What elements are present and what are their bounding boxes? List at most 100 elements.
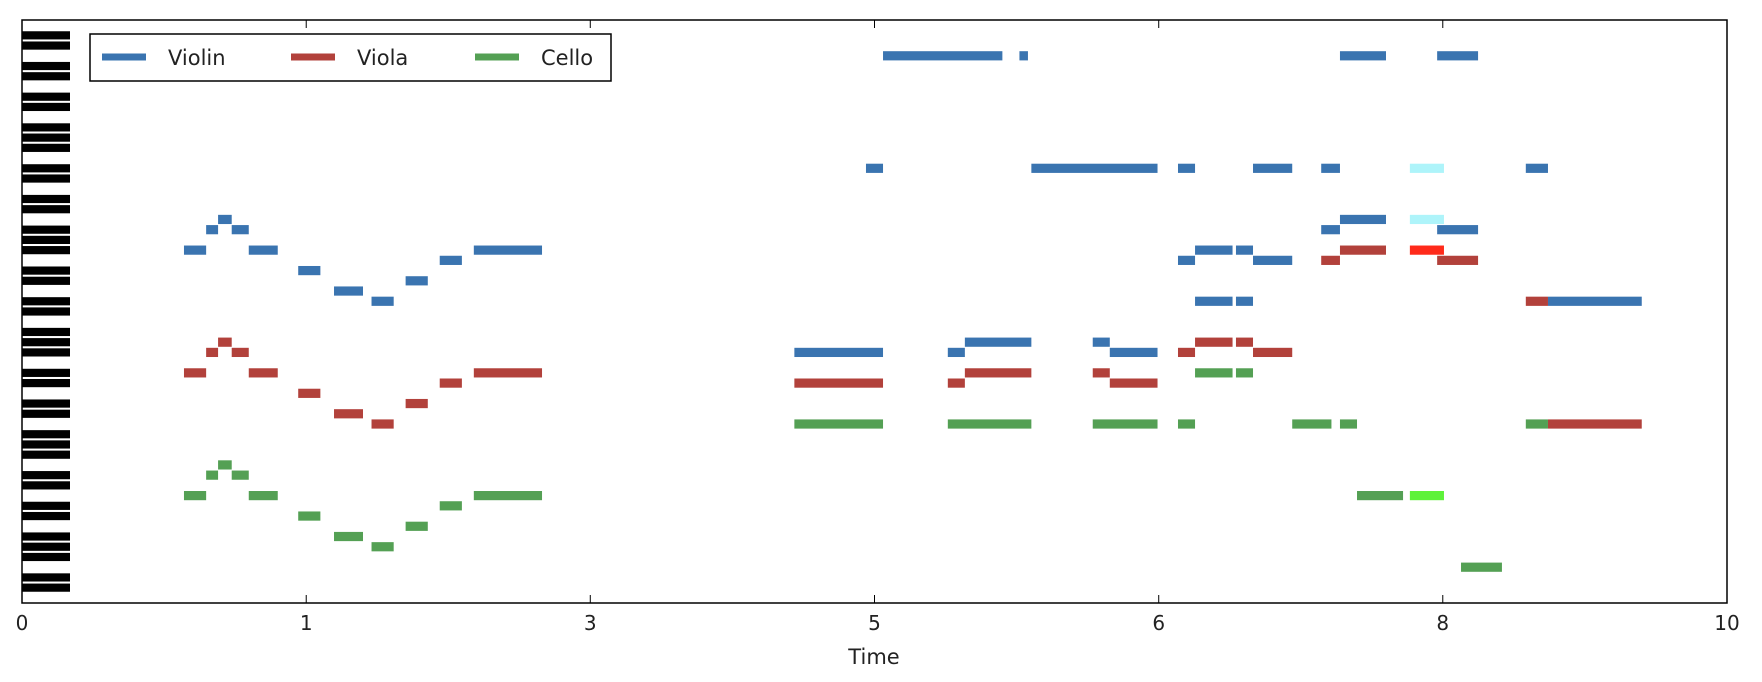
cello-note bbox=[439, 501, 462, 511]
cello-note bbox=[1195, 368, 1233, 378]
cello-note bbox=[231, 470, 249, 480]
cello-note bbox=[206, 470, 219, 480]
violin-note bbox=[964, 337, 1032, 347]
keyboard-black-key bbox=[22, 399, 70, 408]
legend-box bbox=[89, 33, 612, 82]
cello-note bbox=[794, 419, 884, 429]
x-tick-label: 8 bbox=[1436, 611, 1449, 635]
keyboard-black-key bbox=[22, 409, 70, 418]
violin-note bbox=[1177, 163, 1196, 173]
keyboard-black-key bbox=[22, 348, 70, 357]
viola-note bbox=[1547, 419, 1642, 429]
keyboard-black-key bbox=[22, 102, 70, 112]
violin-note bbox=[405, 276, 428, 286]
cello-note bbox=[1235, 368, 1254, 378]
keyboard-black-key bbox=[22, 297, 70, 306]
highlight-red-note bbox=[1409, 245, 1444, 255]
x-tick-label: 0 bbox=[16, 611, 29, 635]
violin-note bbox=[1339, 51, 1386, 61]
highlight-green-note bbox=[1409, 491, 1444, 501]
violin-note bbox=[1321, 163, 1340, 173]
viola-note bbox=[218, 337, 232, 347]
x-tick-label: 3 bbox=[584, 611, 597, 635]
viola-note bbox=[371, 419, 394, 429]
violin-note bbox=[1195, 296, 1233, 306]
cello-note bbox=[1525, 419, 1548, 429]
violin-note bbox=[1019, 51, 1028, 61]
violin-note bbox=[1253, 163, 1293, 173]
keyboard-black-key bbox=[22, 61, 70, 71]
cello-note bbox=[1357, 491, 1404, 501]
violin-note bbox=[947, 347, 965, 358]
viola-note bbox=[1109, 378, 1158, 388]
keyboard-black-key bbox=[22, 430, 70, 439]
violin-note bbox=[1525, 163, 1548, 173]
keyboard-black-key bbox=[22, 205, 70, 214]
cello-note bbox=[248, 491, 278, 501]
viola-note bbox=[1177, 347, 1196, 358]
keyboard-black-key bbox=[22, 440, 70, 449]
violin-note bbox=[1092, 337, 1110, 347]
keyboard-black-key bbox=[22, 31, 70, 40]
keyboard-black-key bbox=[22, 174, 70, 183]
cello-note bbox=[334, 531, 363, 542]
highlight-note bbox=[1409, 163, 1444, 173]
keyboard-black-key bbox=[22, 573, 70, 582]
note-bars bbox=[183, 51, 1642, 572]
x-axis-label: Time bbox=[847, 645, 899, 669]
viola-note bbox=[206, 347, 219, 358]
keyboard-black-key bbox=[22, 532, 70, 541]
violin-note bbox=[1235, 296, 1254, 306]
cello-note bbox=[405, 521, 428, 531]
x-tick-label: 1 bbox=[300, 611, 313, 635]
viola-note bbox=[473, 368, 543, 378]
viola-note bbox=[231, 347, 249, 358]
violin-note bbox=[1437, 51, 1479, 61]
keyboard-black-key bbox=[22, 164, 70, 173]
keyboard-black-key bbox=[22, 327, 70, 337]
viola-note bbox=[1195, 337, 1233, 347]
violin-note bbox=[1253, 255, 1293, 265]
violin-note bbox=[1437, 225, 1479, 235]
keyboard-black-key bbox=[22, 266, 70, 275]
keyboard-black-key bbox=[22, 307, 70, 316]
cello-note bbox=[1092, 419, 1158, 429]
keyboard-black-key bbox=[22, 501, 70, 510]
cello-note bbox=[298, 511, 321, 521]
keyboard-black-key bbox=[22, 552, 70, 562]
cello-note bbox=[473, 491, 543, 501]
keyboard-black-key bbox=[22, 123, 70, 132]
keyboard-black-key bbox=[22, 583, 70, 592]
violin-note bbox=[206, 225, 219, 235]
viola-note bbox=[1092, 368, 1110, 378]
x-axis-ticks: 0 1 3 5 6 8 10 bbox=[16, 20, 1740, 635]
cello-note bbox=[1461, 562, 1502, 572]
x-tick-label: 6 bbox=[1152, 611, 1165, 635]
violin-note bbox=[473, 245, 543, 255]
viola-note bbox=[439, 378, 462, 388]
highlight-note bbox=[1409, 214, 1444, 225]
viola-note bbox=[1339, 245, 1386, 255]
viola-note bbox=[1235, 337, 1254, 347]
viola-note bbox=[1437, 255, 1479, 265]
keyboard-black-key bbox=[22, 276, 70, 285]
violin-note bbox=[248, 245, 278, 255]
keyboard-black-key bbox=[22, 235, 70, 244]
violin-note bbox=[883, 51, 1003, 61]
viola-note bbox=[794, 378, 884, 388]
viola-note bbox=[1253, 347, 1293, 358]
violin-note bbox=[1339, 214, 1386, 225]
cello-note bbox=[218, 460, 232, 470]
x-tick-label: 5 bbox=[868, 611, 881, 635]
violin-note bbox=[218, 214, 232, 225]
cello-note bbox=[371, 542, 394, 552]
cello-note bbox=[947, 419, 1032, 429]
viola-note bbox=[248, 368, 278, 378]
violin-note bbox=[1177, 255, 1196, 265]
viola-note bbox=[183, 368, 207, 378]
violin-note bbox=[1235, 245, 1254, 255]
legend-label-cello: Cello bbox=[541, 46, 593, 70]
cello-note bbox=[1339, 419, 1358, 429]
cello-note bbox=[183, 491, 207, 501]
